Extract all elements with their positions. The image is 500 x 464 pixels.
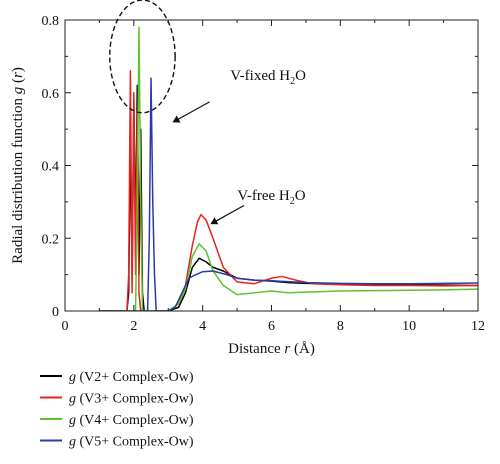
axis-layer: 0 2 4 6 8 10 12 0 0.2 0.4 0.6 0.8 Distance r (Å) Radi…: [10, 14, 485, 357]
legend: g (V2+ Complex-Ow) g (V3+ Complex-Ow) g (V…: [40, 370, 194, 450]
series-line-2: [99, 70, 478, 311]
series-line-3: [99, 26, 478, 311]
y-tick-label: 0.8: [42, 14, 60, 29]
annotation-arrow-2: [210, 204, 245, 225]
annotation-label-1: V-fixed H2O: [230, 68, 306, 87]
x-tick-label: 12: [471, 319, 485, 334]
series-line-4: [99, 77, 478, 311]
plot-layer: [99, 26, 478, 311]
x-tick-label: 4: [199, 319, 206, 334]
annotation-ellipse: [109, 0, 176, 114]
x-tick-label: 8: [337, 319, 344, 334]
x-tick-label: 2: [130, 319, 137, 334]
legend-label-2: g (V3+ Complex-Ow): [69, 392, 194, 407]
series-group: [99, 26, 478, 311]
y-tick-label: 0.2: [42, 232, 60, 247]
plot-frame: [64, 19, 479, 312]
annotation-label-2: V-free H2O: [237, 188, 305, 207]
x-tick-label: 0: [62, 319, 69, 334]
y-tick-label: 0: [52, 305, 59, 320]
legend-label-4: g (V5+ Complex-Ow): [69, 435, 194, 450]
x-tick-label: 6: [268, 319, 275, 334]
annotation-layer: V-fixed H2O V-free H2O: [109, 0, 306, 225]
y-axis-title: Radial distribution function g (r): [10, 67, 26, 264]
x-axis-title: Distance r (Å): [228, 341, 315, 357]
x-tick-label: 10: [402, 319, 416, 334]
y-tick-label: 0.6: [42, 87, 60, 102]
legend-label-3: g (V4+ Complex-Ow): [69, 413, 194, 428]
legend-label-1: g (V2+ Complex-Ow): [69, 370, 194, 385]
y-tick-label: 0.4: [42, 160, 60, 175]
annotation-arrow-1: [172, 101, 210, 123]
